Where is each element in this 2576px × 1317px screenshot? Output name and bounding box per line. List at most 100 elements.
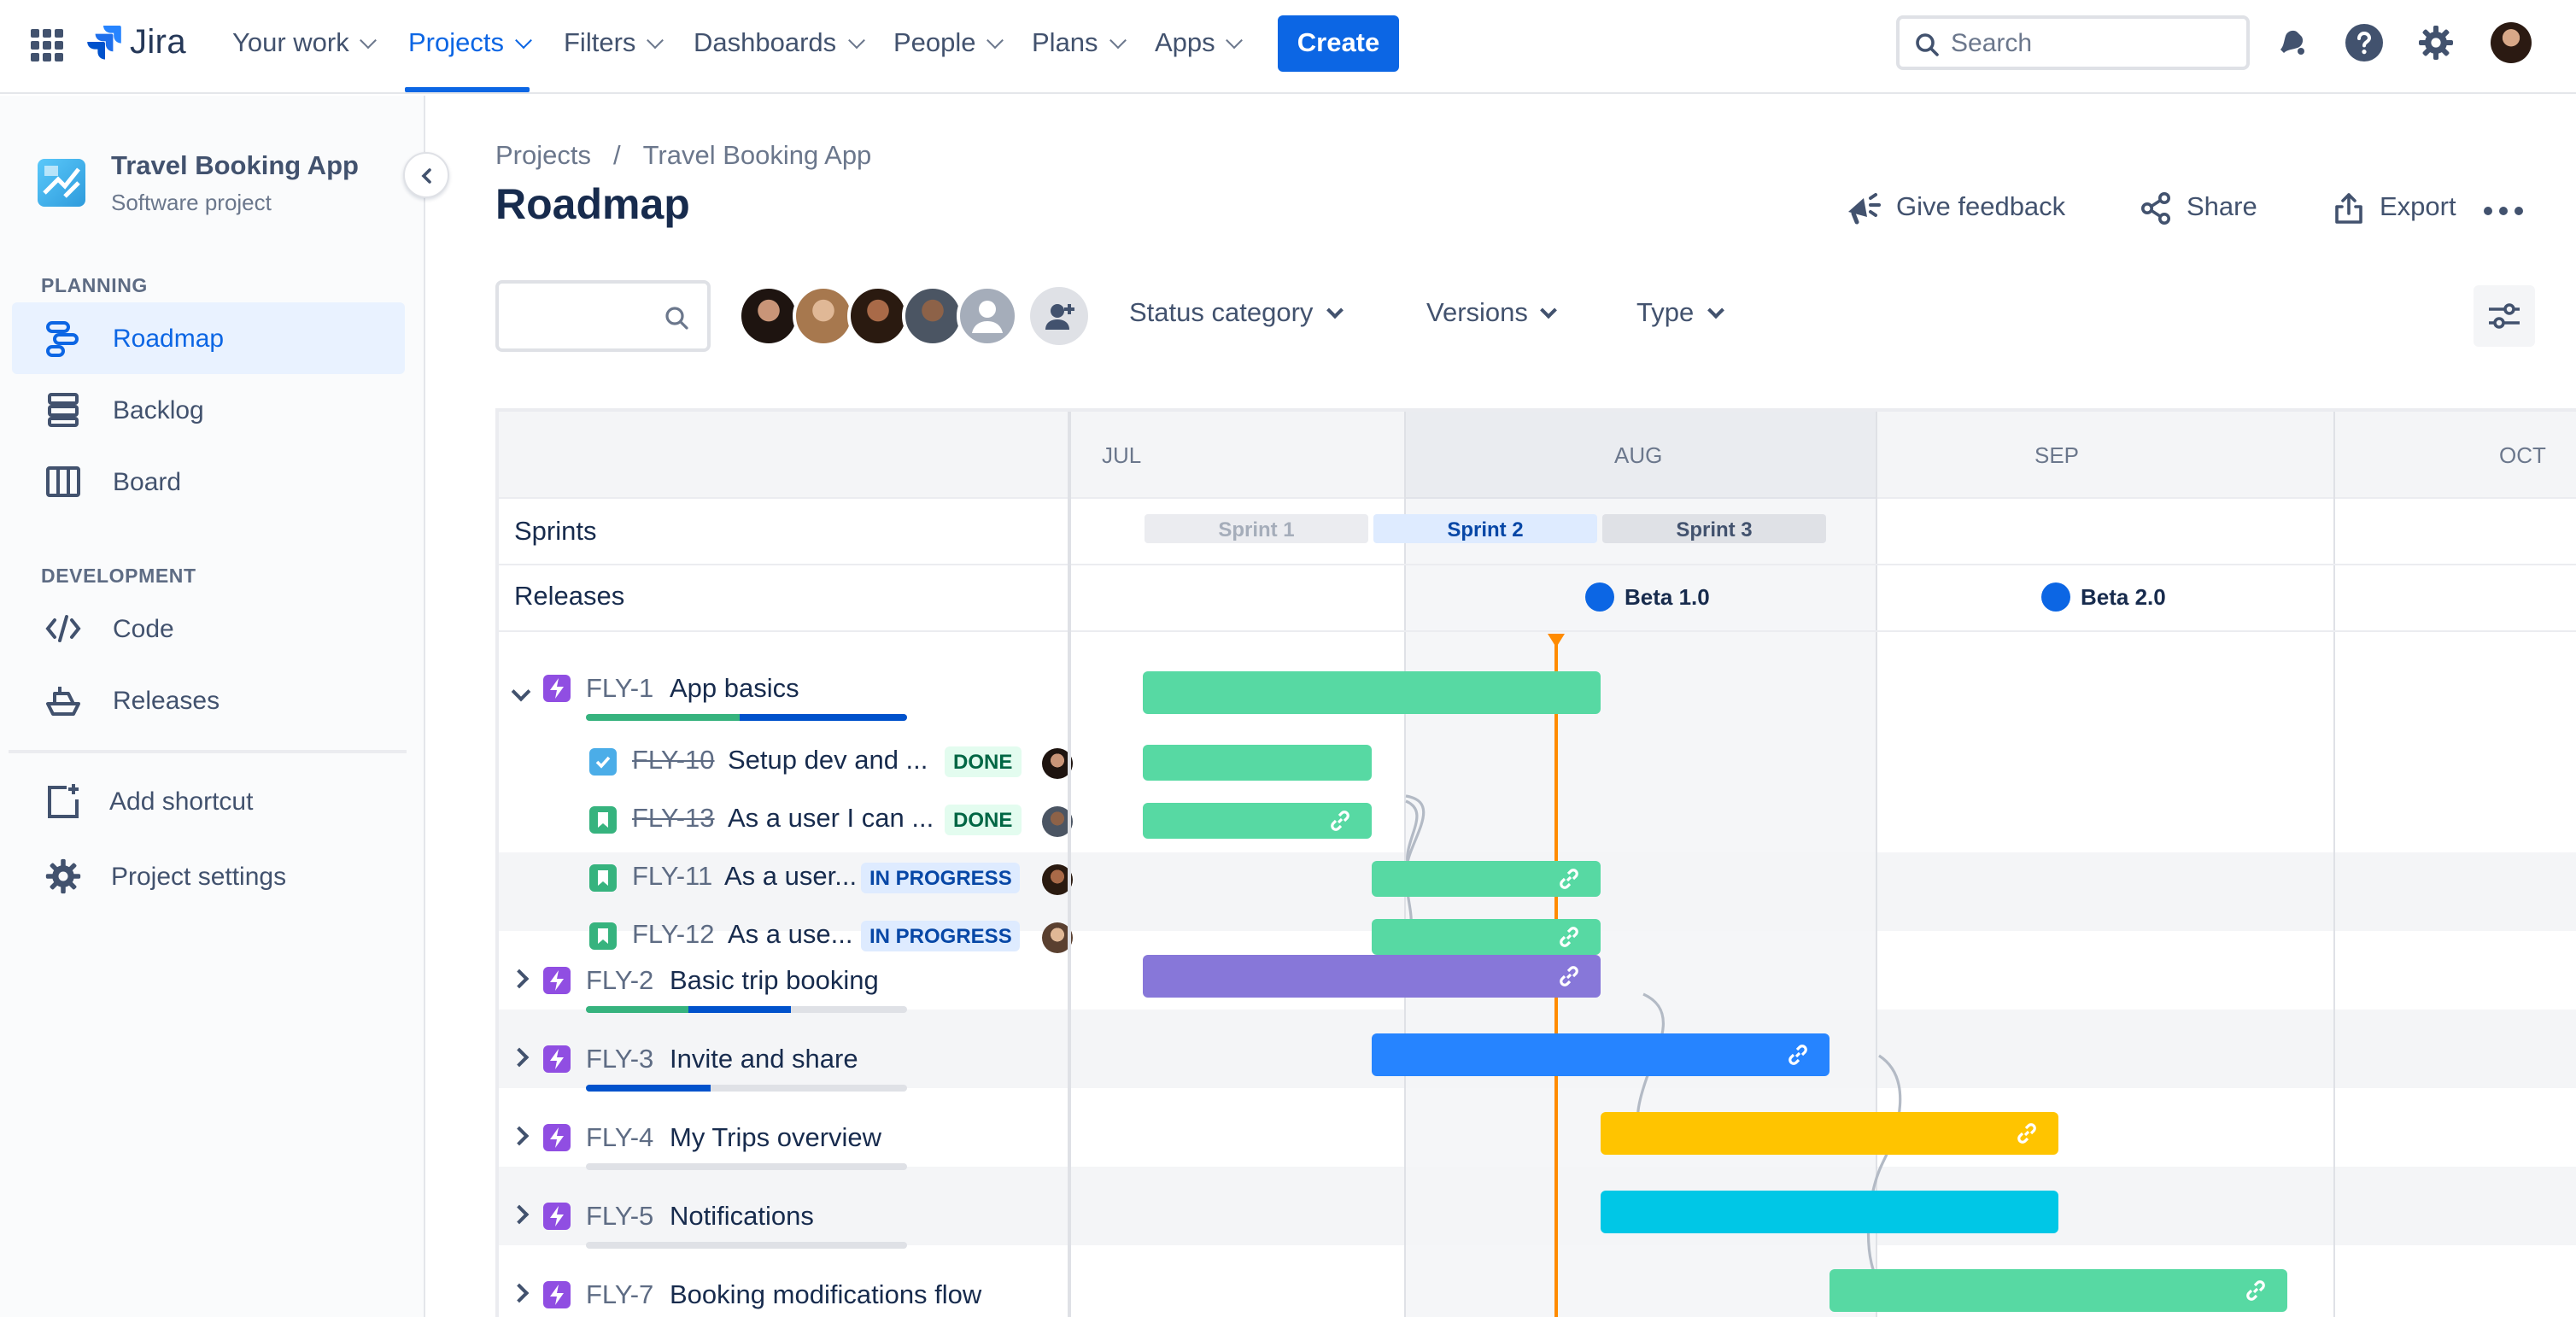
issue-key[interactable]: FLY-7	[586, 1281, 654, 1310]
month-label: SEP	[2034, 442, 2080, 468]
nav-label: Plans	[1032, 29, 1098, 58]
chevron-down-icon	[360, 31, 378, 49]
issue-bar[interactable]	[1143, 803, 1372, 839]
epic-bar[interactable]	[1143, 955, 1601, 998]
issue-key[interactable]: FLY-13	[632, 805, 715, 834]
issue-bar[interactable]	[1143, 745, 1372, 781]
nav-label: Your work	[232, 29, 349, 58]
sliders-icon	[2489, 303, 2520, 329]
sidebar-item-label: Code	[113, 614, 174, 643]
nav-your-work[interactable]: Your work	[232, 26, 378, 63]
issue-title[interactable]: As a user I can ...	[728, 805, 934, 834]
issue-title[interactable]: Notifications	[670, 1203, 814, 1232]
issue-title[interactable]: Setup dev and ...	[728, 746, 928, 776]
issue-key[interactable]: FLY-1	[586, 675, 654, 704]
epic-progress	[586, 1242, 907, 1249]
app-switcher-icon[interactable]	[31, 29, 63, 61]
issue-title[interactable]: My Trips overview	[670, 1124, 882, 1153]
story-icon	[589, 864, 617, 892]
releases-row: Releases	[499, 565, 2576, 632]
sprint-1[interactable]: Sprint 1	[1145, 514, 1368, 543]
avatar[interactable]	[847, 285, 909, 347]
help-icon[interactable]	[2344, 22, 2385, 63]
epic-bar[interactable]	[1372, 1033, 1830, 1076]
search-input[interactable]: Search	[1896, 15, 2250, 70]
story-icon	[589, 922, 617, 950]
create-button[interactable]: Create	[1278, 15, 1399, 72]
issue-bar[interactable]	[1372, 919, 1601, 955]
notifications-icon[interactable]	[2272, 22, 2313, 63]
issue-title[interactable]: As a user...	[724, 863, 858, 892]
avatar[interactable]	[957, 285, 1018, 347]
nav-people[interactable]: People	[893, 26, 1004, 63]
chevron-down-icon	[1707, 301, 1724, 319]
roadmap-icon	[46, 321, 79, 357]
issue-title[interactable]: Basic trip booking	[670, 967, 879, 996]
nav-filters[interactable]: Filters	[564, 26, 664, 63]
chevron-down-icon	[1109, 31, 1127, 49]
list-timeline-divider[interactable]	[1068, 412, 1071, 1317]
project-settings-button[interactable]: Project settings	[12, 840, 405, 912]
sidebar-item-board[interactable]: Board	[12, 446, 405, 518]
roadmap-search-input[interactable]	[495, 280, 711, 352]
issue-key[interactable]: FLY-3	[586, 1045, 654, 1074]
versions-filter[interactable]: Versions	[1426, 299, 1558, 330]
release-marker[interactable]	[1585, 582, 1614, 612]
add-shortcut-button[interactable]: Add shortcut	[12, 765, 405, 837]
nav-apps[interactable]: Apps	[1155, 26, 1244, 63]
export-button[interactable]: Export	[2332, 191, 2456, 225]
issue-title[interactable]: As a use...	[728, 921, 853, 950]
project-avatar-icon	[38, 159, 85, 207]
issue-title[interactable]: Invite and share	[670, 1045, 858, 1074]
sidebar-item-roadmap[interactable]: Roadmap	[12, 302, 405, 374]
issue-key[interactable]: FLY-2	[586, 967, 654, 996]
issue-key[interactable]: FLY-5	[586, 1203, 654, 1232]
issue-title[interactable]: App basics	[670, 675, 799, 704]
sidebar-item-code[interactable]: Code	[12, 593, 405, 664]
issue-key[interactable]: FLY-10	[632, 746, 715, 776]
project-name: Travel Booking App	[111, 152, 359, 181]
collapse-sidebar-button[interactable]	[403, 152, 449, 198]
breadcrumb-project[interactable]: Travel Booking App	[642, 142, 872, 171]
type-filter[interactable]: Type	[1636, 299, 1724, 330]
add-shortcut-icon	[48, 784, 79, 818]
sprints-label: Sprints	[514, 518, 597, 547]
sprint-3[interactable]: Sprint 3	[1602, 514, 1826, 543]
share-button[interactable]: Share	[2139, 191, 2257, 225]
epic-bar[interactable]	[1143, 671, 1601, 714]
epic-icon	[543, 1045, 571, 1073]
megaphone-icon	[1848, 193, 1881, 225]
give-feedback-button[interactable]: Give feedback	[1845, 191, 2065, 225]
epic-bar[interactable]	[1601, 1191, 2058, 1233]
avatar[interactable]	[902, 285, 963, 347]
jira-logo-icon	[87, 26, 121, 60]
user-avatar[interactable]	[2491, 22, 2532, 63]
jira-logo[interactable]: Jira	[85, 22, 186, 63]
sprint-2[interactable]: Sprint 2	[1373, 514, 1597, 543]
nav-plans[interactable]: Plans	[1032, 26, 1127, 63]
epic-bar[interactable]	[1830, 1269, 2287, 1312]
breadcrumb-projects[interactable]: Projects	[495, 142, 591, 171]
avatar[interactable]	[738, 285, 799, 347]
issue-key[interactable]: FLY-12	[632, 921, 715, 950]
nav-projects[interactable]: Projects	[408, 26, 532, 63]
issue-key[interactable]: FLY-11	[632, 863, 713, 892]
share-label: Share	[2187, 193, 2257, 222]
nav-dashboards[interactable]: Dashboards	[694, 26, 865, 63]
release-marker[interactable]	[2041, 582, 2070, 612]
status-category-filter[interactable]: Status category	[1129, 299, 1344, 330]
status-lozenge: DONE	[945, 805, 1022, 835]
view-settings-button[interactable]	[2474, 285, 2535, 347]
avatar[interactable]	[793, 285, 854, 347]
epic-bar[interactable]	[1601, 1112, 2058, 1155]
issue-bar[interactable]	[1372, 861, 1601, 897]
sidebar-item-releases[interactable]: Releases	[12, 664, 405, 736]
issue-key[interactable]: FLY-4	[586, 1124, 654, 1153]
sidebar-item-backlog[interactable]: Backlog	[12, 374, 405, 446]
ship-icon	[46, 687, 80, 716]
issue-title[interactable]: Booking modifications flow	[670, 1281, 982, 1310]
add-person-icon	[1045, 304, 1074, 330]
settings-icon[interactable]	[2415, 22, 2456, 63]
more-actions-icon[interactable]	[2484, 207, 2523, 215]
add-people-button[interactable]	[1030, 287, 1088, 345]
